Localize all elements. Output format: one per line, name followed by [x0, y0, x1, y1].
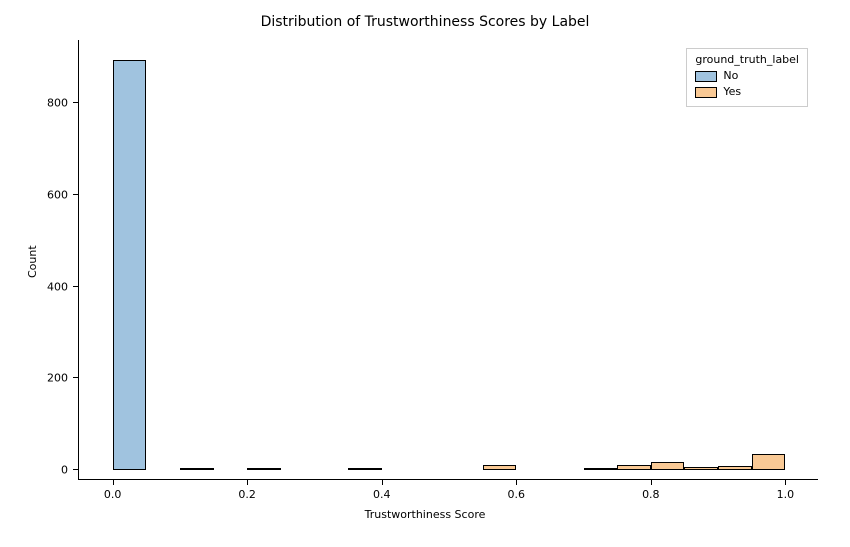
y-tick-label: 400 — [47, 280, 68, 293]
histogram-bar — [584, 468, 618, 470]
x-tick-label: 0.8 — [642, 488, 660, 501]
histogram-bar — [348, 468, 382, 470]
histogram-bar — [684, 467, 718, 470]
x-tick-label: 0.6 — [508, 488, 526, 501]
histogram-bar — [752, 454, 786, 470]
plot-area: ground_truth_label No Yes 0.00.20.40.60.… — [78, 40, 818, 480]
histogram-bar — [180, 468, 214, 470]
x-tick — [516, 479, 517, 485]
y-tick-label: 800 — [47, 97, 68, 110]
x-axis-label: Trustworthiness Score — [0, 508, 850, 521]
histogram-bar — [483, 465, 517, 470]
x-tick — [382, 479, 383, 485]
y-tick-label: 600 — [47, 188, 68, 201]
y-tick-label: 200 — [47, 372, 68, 385]
legend-item-no: No — [695, 68, 799, 84]
x-tick-label: 1.0 — [777, 488, 795, 501]
y-tick — [73, 286, 79, 287]
y-tick — [73, 377, 79, 378]
y-tick — [73, 102, 79, 103]
y-axis-label: Count — [26, 245, 39, 278]
x-tick-label: 0.2 — [238, 488, 256, 501]
y-tick-label: 0 — [61, 463, 68, 476]
x-tick — [113, 479, 114, 485]
legend-title: ground_truth_label — [695, 53, 799, 66]
x-tick — [651, 479, 652, 485]
x-tick-label: 0.4 — [373, 488, 391, 501]
histogram-bar — [617, 465, 651, 470]
legend-swatch-no — [695, 71, 717, 82]
legend-label-yes: Yes — [723, 84, 741, 100]
histogram-bar — [247, 468, 281, 470]
legend-label-no: No — [723, 68, 738, 84]
histogram-bar — [718, 466, 752, 470]
y-tick — [73, 194, 79, 195]
legend: ground_truth_label No Yes — [686, 48, 808, 107]
x-tick — [785, 479, 786, 485]
x-tick — [247, 479, 248, 485]
figure: Distribution of Trustworthiness Scores b… — [0, 0, 850, 547]
legend-item-yes: Yes — [695, 84, 799, 100]
y-tick — [73, 469, 79, 470]
x-tick-label: 0.0 — [104, 488, 122, 501]
chart-title: Distribution of Trustworthiness Scores b… — [0, 14, 850, 30]
histogram-bar — [651, 462, 685, 470]
histogram-bar — [113, 60, 147, 470]
legend-swatch-yes — [695, 87, 717, 98]
